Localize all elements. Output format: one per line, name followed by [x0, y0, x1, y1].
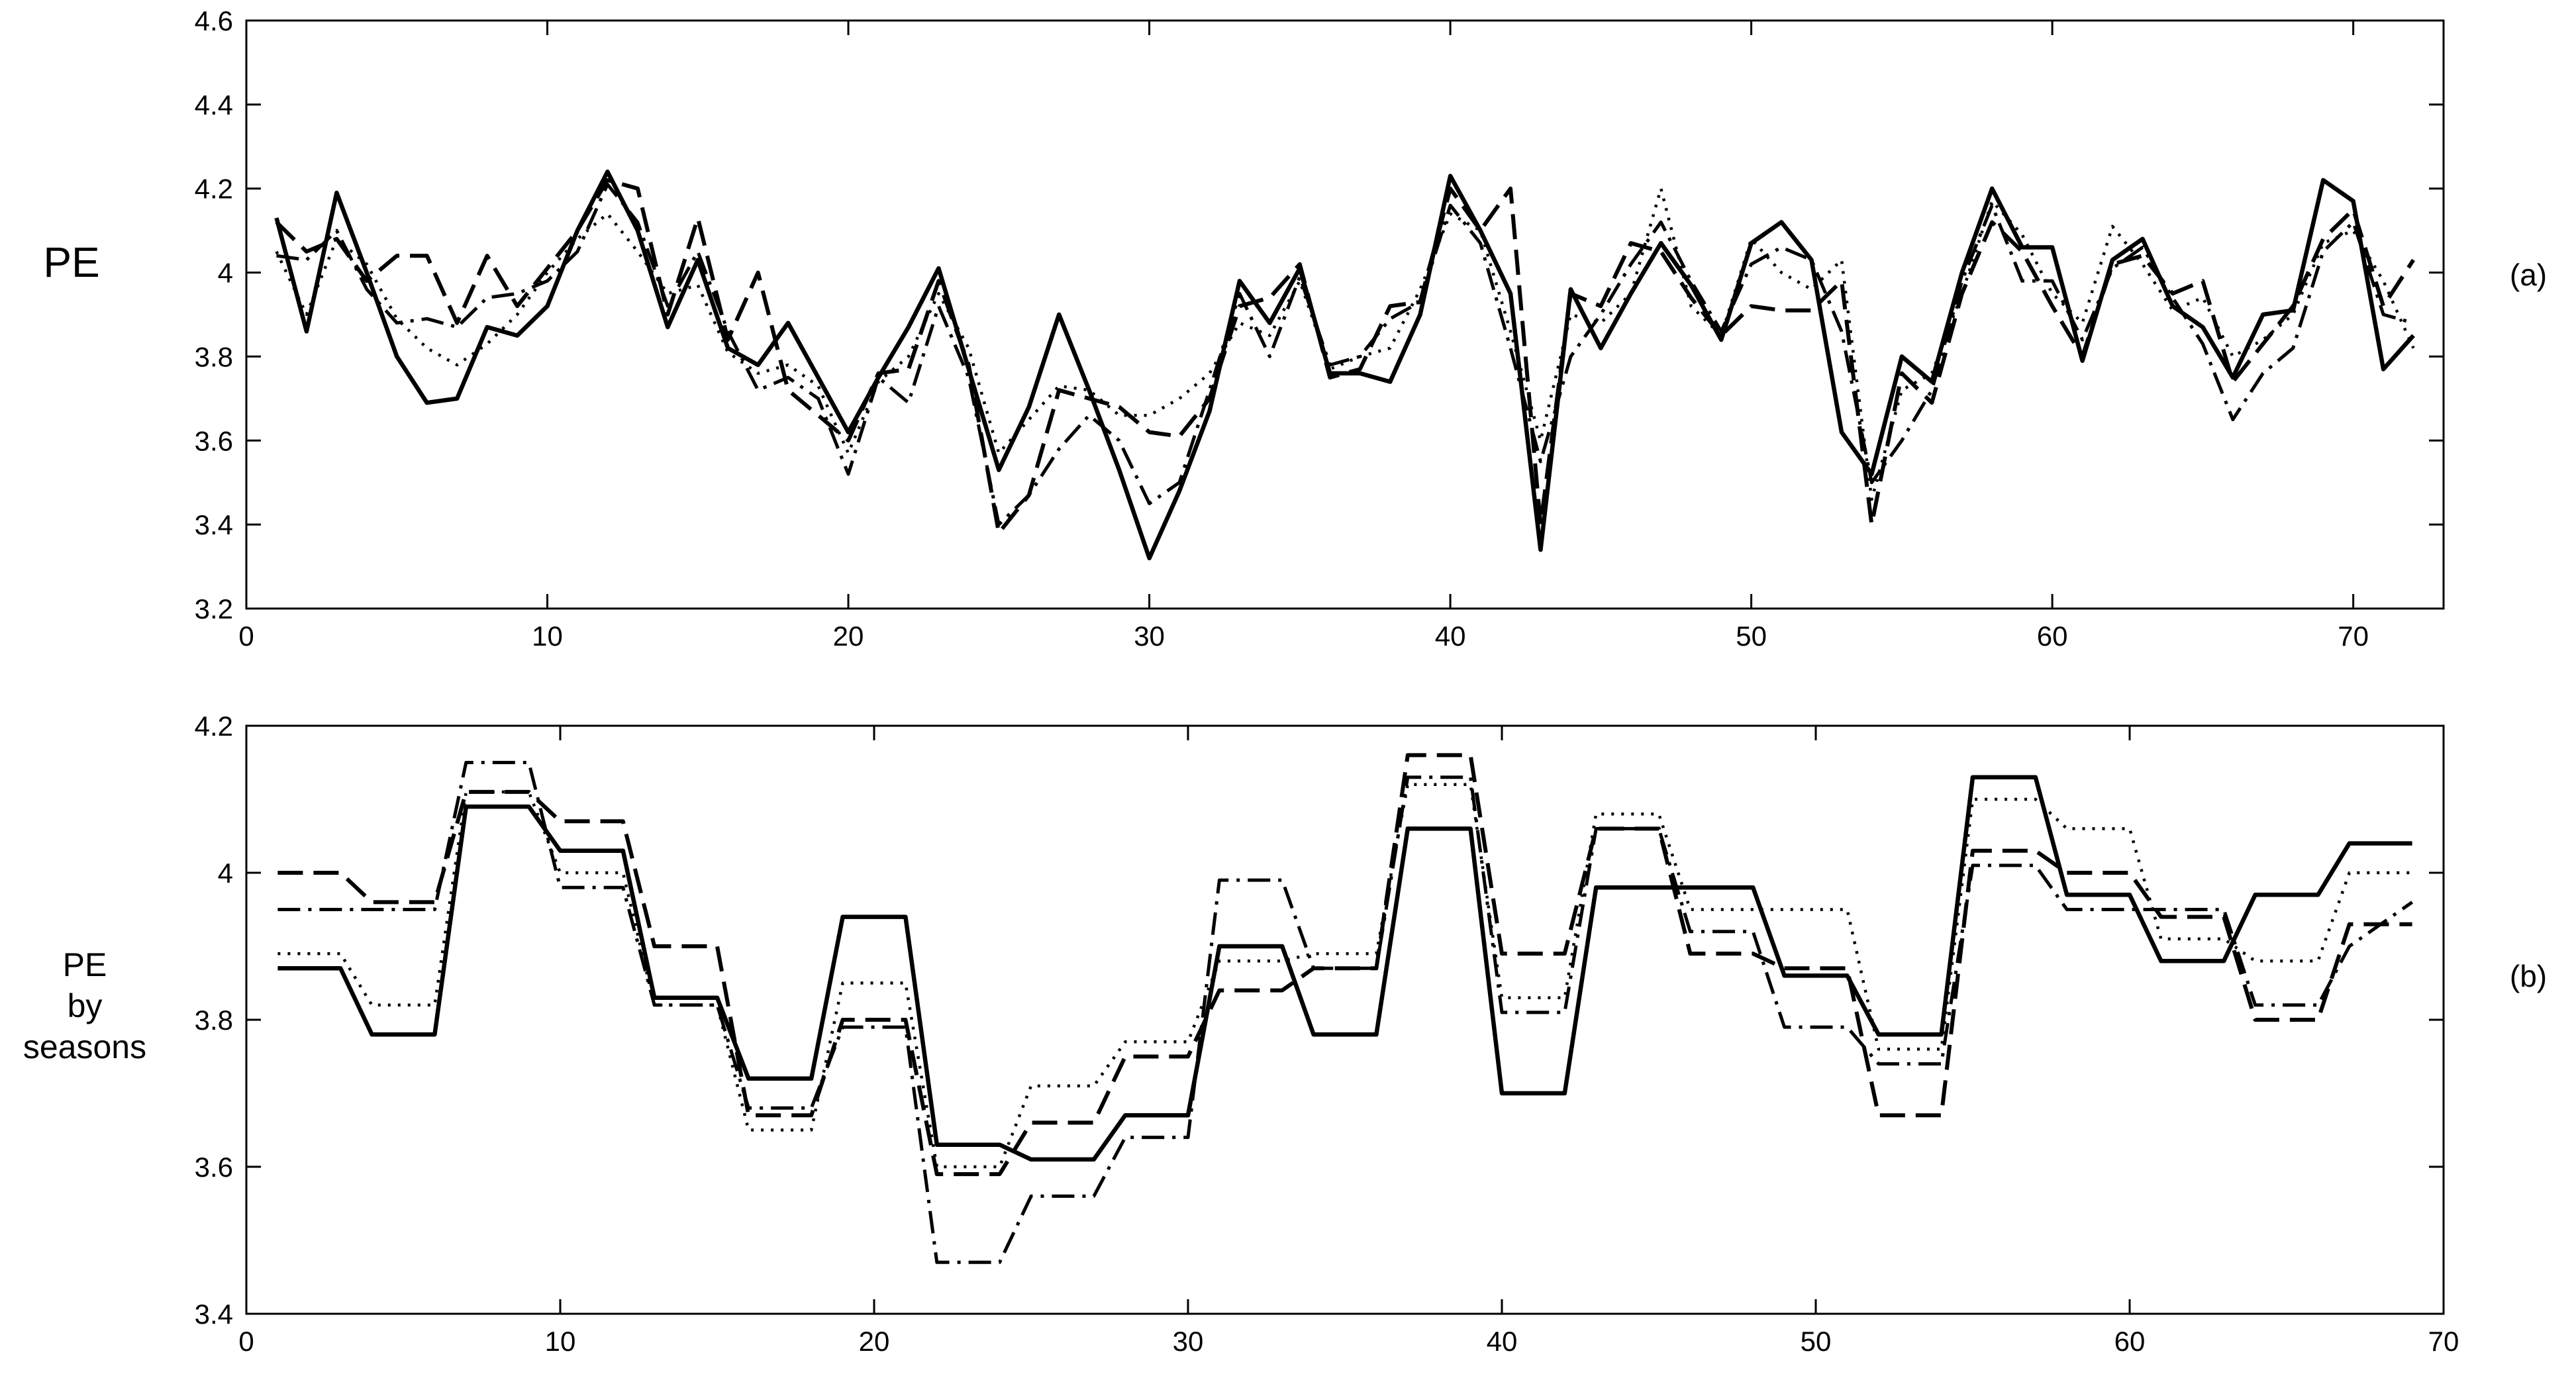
- panel-a-x-tick-label: 0: [238, 620, 254, 652]
- panel-b-y-tick-label: 3.8: [195, 1005, 233, 1036]
- panel-a-series-solid: [274, 170, 2415, 561]
- panel-a-series-dashdot: [276, 182, 2414, 526]
- panel-b-y-axis-label-line-2: by: [68, 987, 103, 1024]
- panel-b-series-group: [277, 753, 2414, 1264]
- panel-a-series-dotted: [275, 187, 2415, 501]
- panel-b-y-axis-label-line-1: PE: [63, 946, 107, 983]
- panel-a-label: (a): [2510, 258, 2547, 292]
- panel-b-x-tick-label: 0: [238, 1326, 254, 1357]
- panel-a-series-dashed: [275, 178, 2416, 535]
- panel-b-y-tick-label: 4.2: [195, 711, 233, 742]
- panel-b-chart: 0 10 20 30 40 50 60 70 3.4 3.6 3.8 4 4.2 PE by seaso…: [23, 711, 2547, 1357]
- panel-a-axes-frame: [245, 19, 2445, 610]
- panel-b-y-tick-label: 3.4: [195, 1299, 233, 1330]
- panel-b-x-tick-label: 10: [545, 1326, 576, 1357]
- panel-a-y-tick-label: 4.2: [195, 173, 233, 205]
- panel-a-chart: 0 10 20 30 40 50 60 70 3.2 3.4 3.6 3.8 4 4.2 4.4 4.6 PE…: [43, 5, 2547, 652]
- panel-a-y-tick-label: 3.8: [195, 341, 233, 372]
- panel-b-x-tick-label: 70: [2428, 1326, 2459, 1357]
- panel-b-y-tick-label: 4: [218, 858, 233, 889]
- panel-a-x-tick-label: 50: [1736, 620, 1767, 652]
- panel-a-x-tick-label: 20: [833, 620, 864, 652]
- panel-a-x-tick-label: 30: [1134, 620, 1165, 652]
- panel-a-ticks: 0 10 20 30 40 50 60 70 3.2 3.4 3.6 3.8 4 4.2 4.4 4.6: [195, 5, 2444, 652]
- panel-a-x-tick-label: 60: [2037, 620, 2068, 652]
- panel-b-x-tick-label: 20: [859, 1326, 890, 1357]
- panel-b-series-dashed: [277, 753, 2412, 1177]
- panel-b-x-tick-label: 50: [1801, 1326, 1832, 1357]
- panel-a-y-axis-label: PE: [43, 238, 99, 286]
- panel-a-y-tick-label: 4: [218, 258, 233, 289]
- panel-a-series-group: [274, 170, 2416, 561]
- panel-a-x-tick-label: 40: [1435, 620, 1466, 652]
- panel-a-y-tick-label: 3.2: [195, 593, 233, 624]
- panel-a-x-tick-label: 70: [2338, 620, 2369, 652]
- panel-b-x-tick-label: 30: [1173, 1326, 1204, 1357]
- panel-b-y-axis-label-line-3: seasons: [23, 1028, 146, 1065]
- panel-a-y-tick-label: 3.4: [195, 509, 233, 540]
- panel-b-axes-frame: [245, 724, 2445, 1315]
- panel-b-label: (b): [2510, 959, 2547, 993]
- panel-a-x-tick-label: 10: [532, 620, 563, 652]
- panel-a-y-tick-label: 4.4: [195, 89, 233, 121]
- panel-b-x-tick-label: 60: [2114, 1326, 2146, 1357]
- panel-b-series-dotted: [277, 783, 2412, 1169]
- panel-b-series-dashdot: [277, 761, 2414, 1264]
- panel-a-y-tick-label: 4.6: [195, 5, 233, 36]
- panel-b-series-solid: [277, 775, 2412, 1162]
- panel-b-ticks: 0 10 20 30 40 50 60 70 3.4 3.6 3.8 4 4.2: [195, 711, 2459, 1357]
- panel-a-y-tick-label: 3.6: [195, 425, 233, 456]
- panel-b-y-tick-label: 3.6: [195, 1152, 233, 1183]
- panel-b-x-tick-label: 40: [1487, 1326, 1518, 1357]
- panel-b-y-axis-label: PE by seasons: [23, 946, 146, 1065]
